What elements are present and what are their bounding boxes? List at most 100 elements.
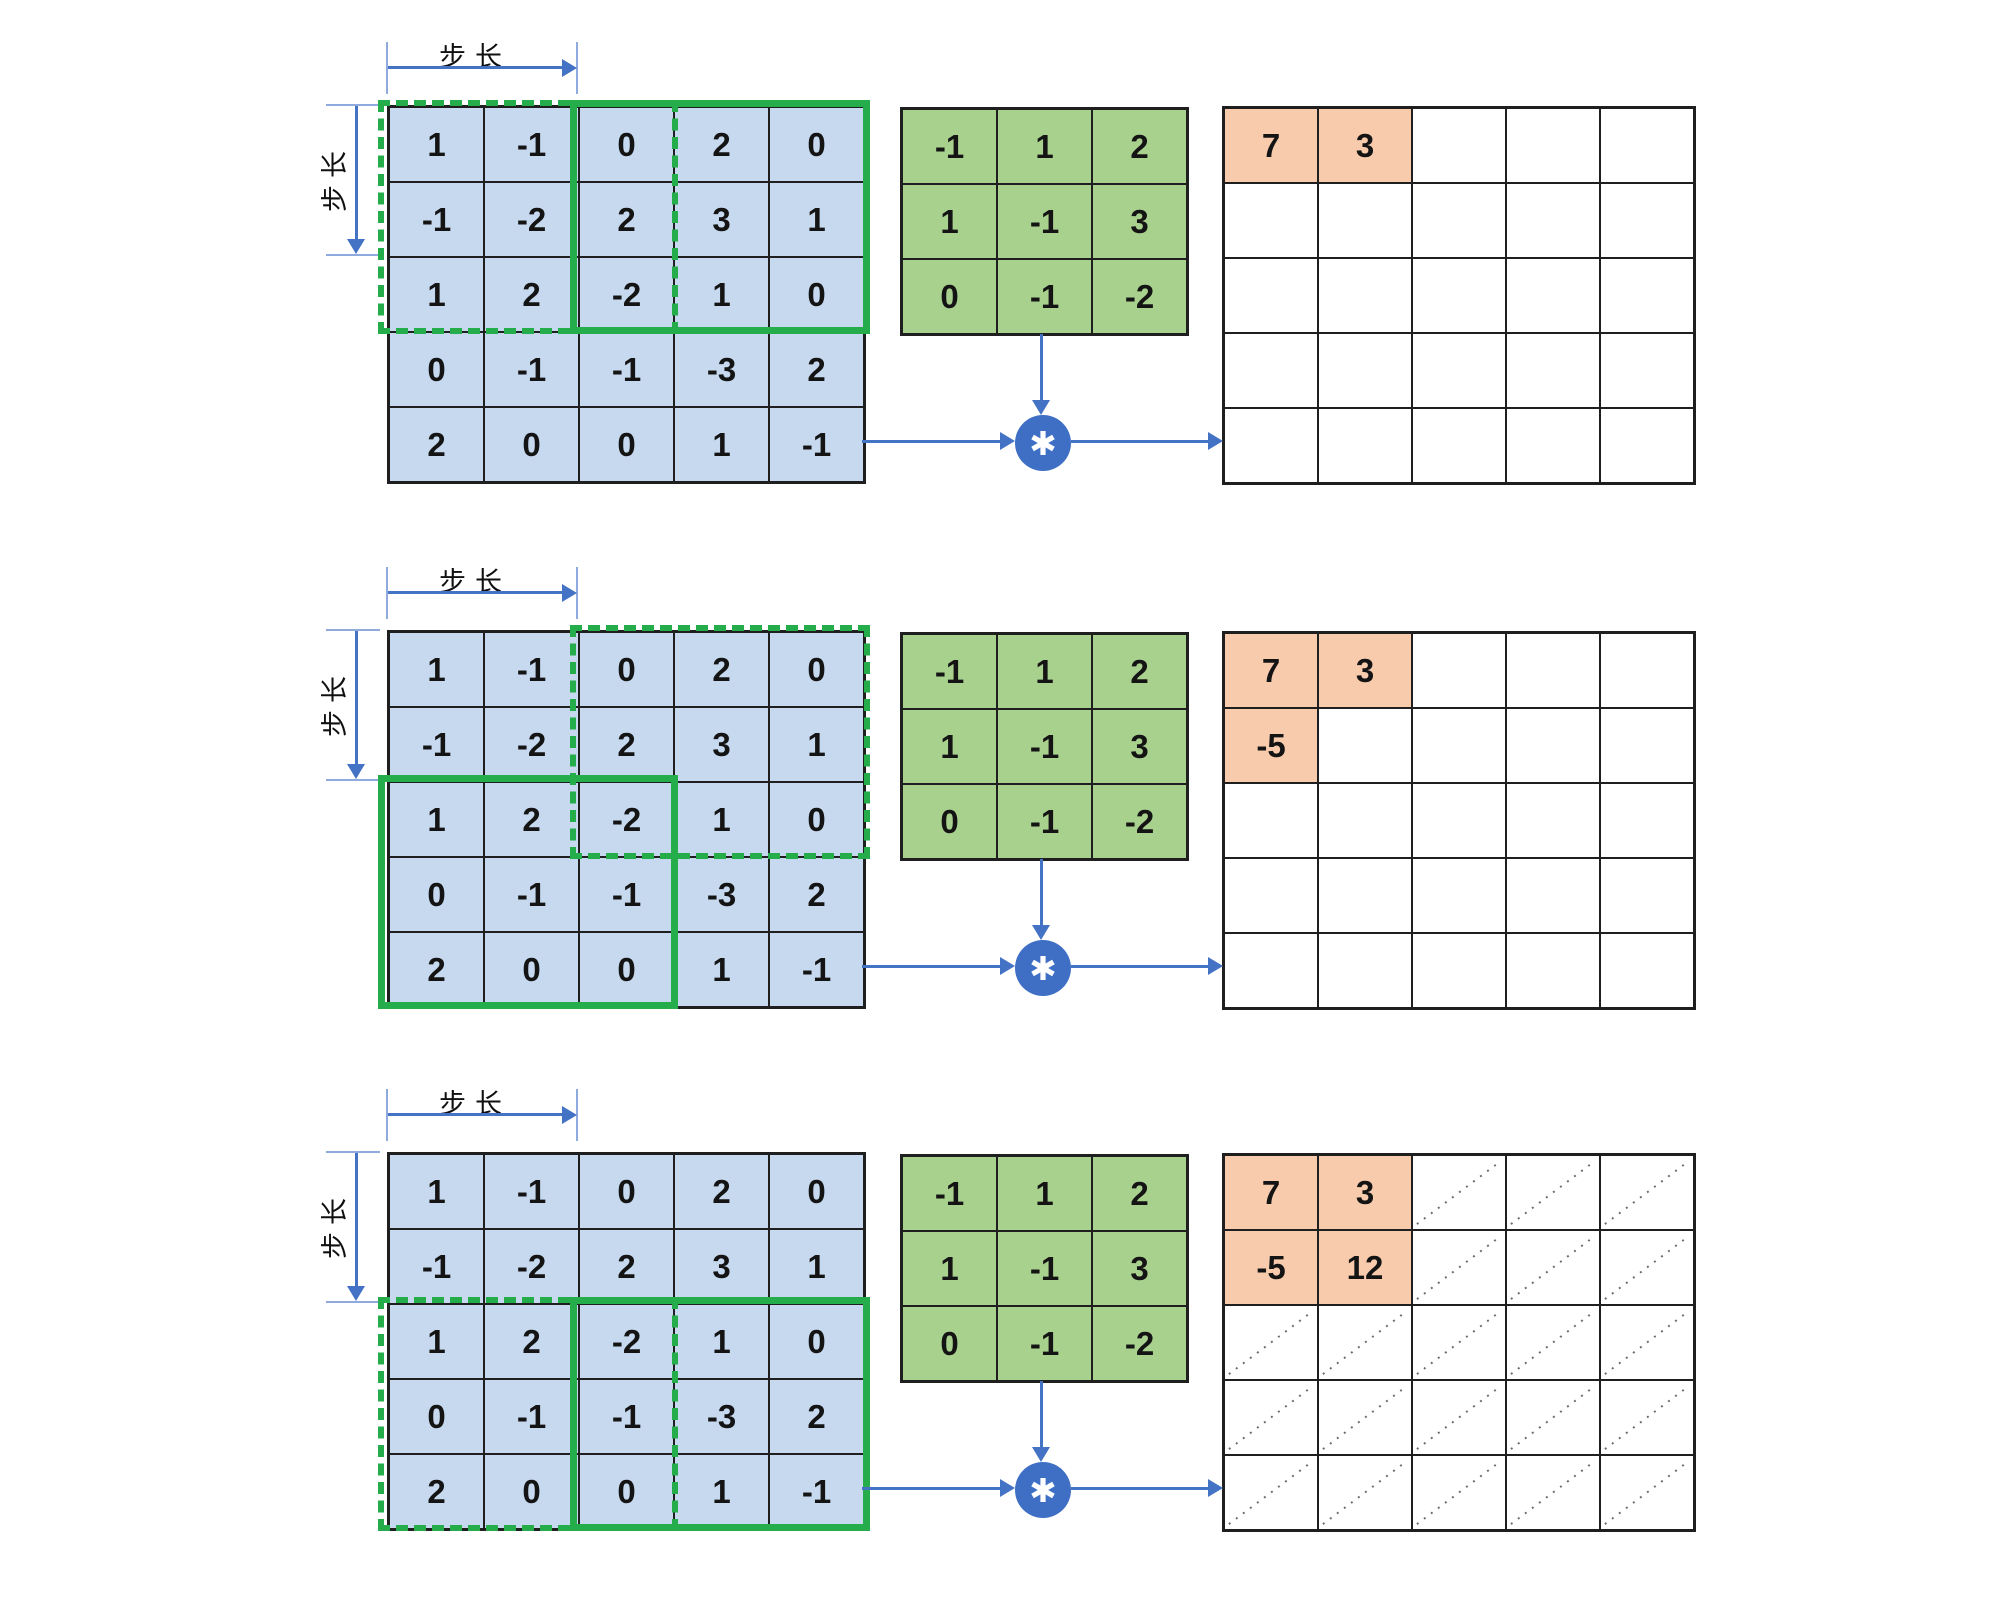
input-value: 0 — [617, 1472, 636, 1510]
input-value: 2 — [522, 275, 541, 313]
kernel-value: 1 — [1035, 1174, 1054, 1212]
input-value: 0 — [807, 275, 826, 313]
kernel-cell: 1 — [902, 184, 997, 259]
output-value: 3 — [1355, 651, 1375, 689]
output-cell — [1224, 408, 1318, 483]
output-cell — [1412, 408, 1506, 483]
input-cell: 0 — [579, 107, 674, 182]
output-cell — [1506, 933, 1600, 1008]
input-value: -2 — [516, 200, 547, 238]
input-cell: 0 — [484, 932, 579, 1007]
stride-arrow-vertical — [355, 1153, 358, 1287]
kernel-value: 2 — [1130, 127, 1149, 165]
kernel-cell: 0 — [902, 784, 997, 859]
output-cell — [1318, 1305, 1412, 1380]
convolution-operator-circle: ✱ — [1015, 415, 1071, 471]
kernel-matrix: -1 1 2 1 -1 3 0 -1 -2 — [900, 1154, 1189, 1383]
input-cell: -1 — [769, 932, 864, 1007]
input-cell: 2 — [674, 632, 769, 707]
kernel-cell: -1 — [902, 634, 997, 709]
kernel-cell: -1 — [997, 784, 1092, 859]
input-cell: 2 — [389, 932, 484, 1007]
input-value: 2 — [617, 200, 636, 238]
input-cell: 0 — [769, 632, 864, 707]
input-value: -2 — [516, 725, 547, 763]
arrow-kernel-to-operator — [1040, 334, 1043, 401]
stride-arrow-vertical — [355, 631, 358, 765]
input-cell: -2 — [484, 707, 579, 782]
stride-tick — [326, 254, 380, 256]
output-cell — [1600, 1305, 1694, 1380]
output-cell — [1224, 933, 1318, 1008]
output-cell — [1600, 858, 1694, 933]
input-cell: 2 — [389, 407, 484, 482]
dotted-diagonal — [1604, 1235, 1690, 1300]
kernel-value: -1 — [1029, 802, 1060, 840]
arrowhead-right-icon — [1000, 1479, 1015, 1497]
output-cell: 3 — [1318, 633, 1412, 708]
input-cell: 1 — [769, 1229, 864, 1304]
input-value: -1 — [611, 1397, 642, 1435]
input-value: 0 — [617, 1172, 636, 1210]
input-value: 3 — [712, 200, 731, 238]
output-cell — [1600, 708, 1694, 783]
input-cell: 0 — [389, 332, 484, 407]
kernel-cell: -1 — [902, 1156, 997, 1231]
output-cell — [1506, 408, 1600, 483]
kernel-cell: -2 — [1092, 784, 1187, 859]
kernel-cell: 3 — [1092, 1231, 1187, 1306]
output-cell — [1506, 858, 1600, 933]
input-value: 0 — [427, 350, 446, 388]
input-value: 0 — [617, 425, 636, 463]
output-cell — [1600, 783, 1694, 858]
input-value: -1 — [421, 200, 452, 238]
output-value: 7 — [1261, 651, 1281, 689]
output-cell — [1318, 858, 1412, 933]
conv-step-panel-2: 步长 步长 1 -1 0 2 0 -1 -2 2 3 1 1 2 -2 1 0 0 -1 -1 -3 2 2 0 0 1 -1 … — [0, 567, 2000, 1010]
output-cell — [1412, 933, 1506, 1008]
input-value: 0 — [807, 1172, 826, 1210]
input-cell: 2 — [484, 257, 579, 332]
asterisk-icon: ✱ — [1029, 1471, 1057, 1509]
input-value: 1 — [712, 425, 731, 463]
input-value: -3 — [706, 875, 737, 913]
input-value: 2 — [427, 950, 446, 988]
kernel-cell: -1 — [902, 109, 997, 184]
input-cell: 0 — [769, 782, 864, 857]
input-value: 2 — [807, 350, 826, 388]
kernel-value: 0 — [940, 277, 959, 315]
dotted-diagonal — [1510, 1460, 1596, 1525]
output-cell — [1506, 1155, 1600, 1230]
kernel-value: -2 — [1124, 1324, 1155, 1362]
conv-step-panel-3: 步长 步长 1 -1 0 2 0 -1 -2 2 3 1 1 2 -2 1 0 0 -1 -1 -3 2 2 0 0 1 -1 … — [0, 1089, 2000, 1532]
arrowhead-down-icon — [1032, 1447, 1050, 1462]
input-cell: -1 — [484, 857, 579, 932]
output-cell — [1412, 108, 1506, 183]
asterisk-icon: ✱ — [1029, 949, 1057, 987]
input-value: 2 — [807, 1397, 826, 1435]
input-matrix: 1 -1 0 2 0 -1 -2 2 3 1 1 2 -2 1 0 0 -1 -1 -3 2 2 0 0 1 -1 — [387, 630, 866, 1009]
input-cell: -1 — [484, 107, 579, 182]
input-cell: 1 — [389, 1304, 484, 1379]
kernel-value: 1 — [940, 202, 959, 240]
kernel-cell: 2 — [1092, 634, 1187, 709]
input-value: 0 — [807, 650, 826, 688]
input-cell: -1 — [389, 1229, 484, 1304]
arrow-input-to-operator — [862, 965, 1001, 968]
output-cell — [1412, 333, 1506, 408]
output-cell — [1600, 633, 1694, 708]
output-cell — [1318, 183, 1412, 258]
input-cell: 0 — [769, 257, 864, 332]
output-cell — [1506, 1380, 1600, 1455]
output-value: -5 — [1256, 726, 1286, 764]
output-cell — [1506, 108, 1600, 183]
input-cell: 3 — [674, 182, 769, 257]
input-value: -1 — [516, 1172, 547, 1210]
output-cell: 7 — [1224, 633, 1318, 708]
kernel-cell: -1 — [997, 1306, 1092, 1381]
arrowhead-right-icon — [1000, 957, 1015, 975]
output-cell — [1600, 333, 1694, 408]
input-value: 1 — [712, 950, 731, 988]
conv-step-panel-1: 步长 步长 1 -1 0 2 0 -1 -2 2 3 1 1 2 -2 1 0 0 -1 -1 -3 2 2 0 0 1 -1 … — [0, 42, 2000, 485]
input-value: 2 — [712, 125, 731, 163]
